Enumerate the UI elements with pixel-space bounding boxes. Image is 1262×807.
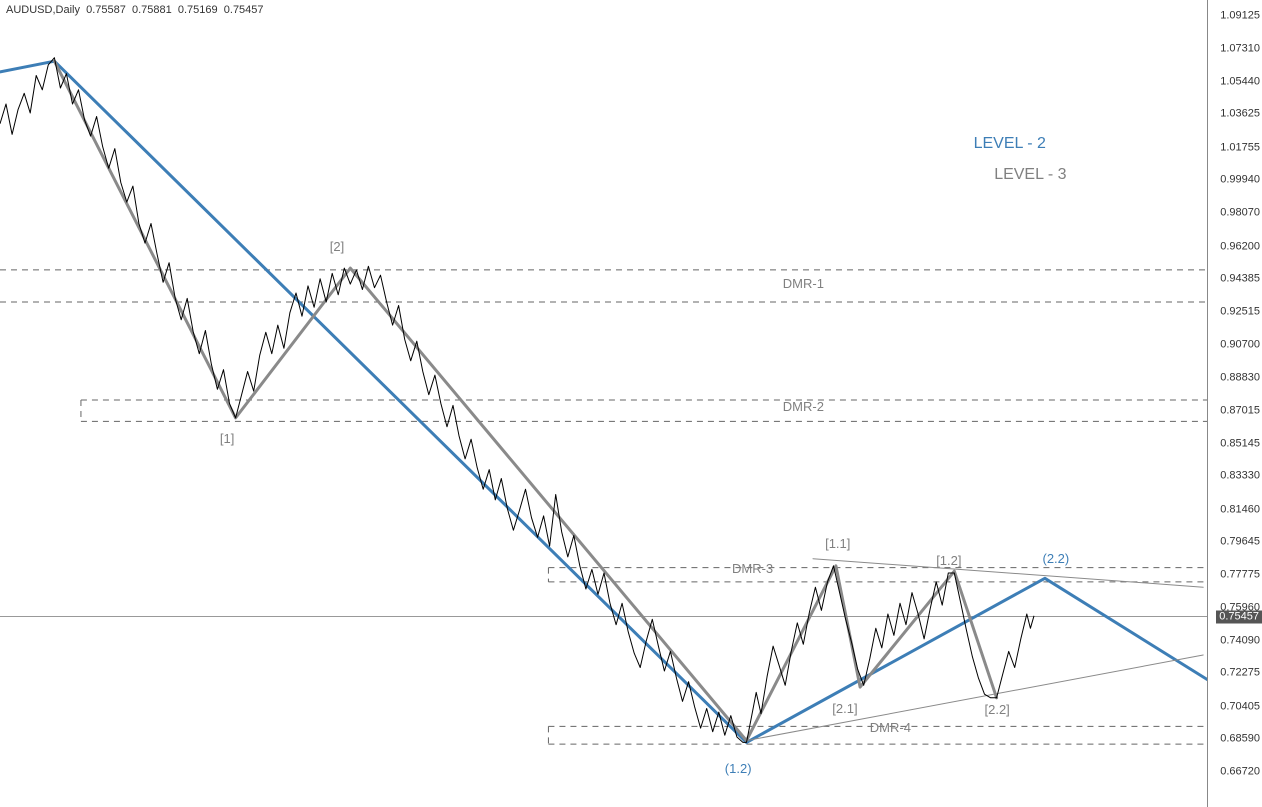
price-tick: 0.68590 <box>1220 734 1260 745</box>
current-price-marker: 0.75457 <box>1216 610 1262 623</box>
chart-label: DMR-4 <box>870 721 911 734</box>
chart-root[interactable]: AUDUSD,Daily 0.75587 0.75881 0.75169 0.7… <box>0 0 1262 807</box>
chart-label: DMR-2 <box>783 400 824 413</box>
price-tick: 0.83330 <box>1220 471 1260 482</box>
price-tick: 0.87015 <box>1220 405 1260 416</box>
price-tick: 0.98070 <box>1220 208 1260 219</box>
chart-label: [2] <box>330 240 344 253</box>
price-tick: 0.85145 <box>1220 438 1260 449</box>
chart-label: DMR-3 <box>732 562 773 575</box>
price-tick: 1.05440 <box>1220 76 1260 87</box>
price-tick: 0.77775 <box>1220 570 1260 581</box>
chart-label: [2.2] <box>985 703 1010 716</box>
price-tick: 1.09125 <box>1220 11 1260 22</box>
price-tick: 0.79645 <box>1220 536 1260 547</box>
price-tick: 0.81460 <box>1220 504 1260 515</box>
chart-plot-area[interactable] <box>0 0 1208 807</box>
price-tick: 0.72275 <box>1220 668 1260 679</box>
polyline-gray-structure <box>54 61 996 740</box>
chart-label: (1.2) <box>725 762 752 775</box>
price-tick: 1.01755 <box>1220 142 1260 153</box>
polyline-blue-main <box>0 61 1208 742</box>
chart-label: DMR-1 <box>783 277 824 290</box>
price-tick: 0.90700 <box>1220 339 1260 350</box>
price-tick: 0.99940 <box>1220 175 1260 186</box>
polyline-gray-lower-wedge <box>747 655 1204 741</box>
price-axis[interactable]: 1.09125 1.07310 1.05440 1.03625 1.01755 0.999… <box>1207 0 1262 807</box>
chart-label: [1] <box>220 432 234 445</box>
price-tick: 0.96200 <box>1220 241 1260 252</box>
chart-label: [2.1] <box>832 702 857 715</box>
chart-label: [1.2] <box>936 554 961 567</box>
price-tick: 0.66720 <box>1220 767 1260 778</box>
chart-label: (2.2) <box>1043 552 1070 565</box>
price-tick: 0.92515 <box>1220 307 1260 318</box>
price-tick: 0.74090 <box>1220 635 1260 646</box>
chart-label: LEVEL - 2 <box>974 136 1046 152</box>
price-tick: 0.70405 <box>1220 701 1260 712</box>
polyline-gray-upper-wedge <box>813 559 1203 588</box>
chart-label: [1.1] <box>825 537 850 550</box>
price-tick: 1.03625 <box>1220 109 1260 120</box>
price-tick: 0.94385 <box>1220 274 1260 285</box>
price-tick: 0.88830 <box>1220 373 1260 384</box>
price-tick: 1.07310 <box>1220 43 1260 54</box>
chart-label: LEVEL - 3 <box>994 167 1066 183</box>
